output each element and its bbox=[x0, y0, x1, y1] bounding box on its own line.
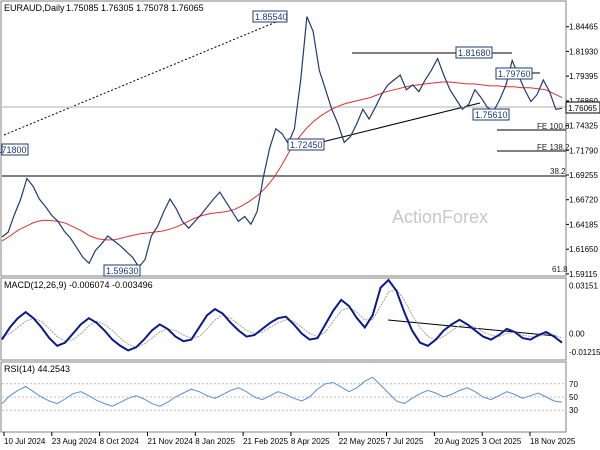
label-recent-low: 1.75610 bbox=[475, 110, 508, 120]
label-fib38: 38.2 bbox=[550, 167, 566, 176]
label-high: 1.85540 bbox=[255, 12, 288, 22]
x-axis: 10 Jul 2024 23 Aug 2024 8 Oct 2024 21 Nov 2… bbox=[3, 432, 576, 446]
label-left-level: 1.71800 bbox=[0, 145, 27, 155]
label-low-box bbox=[103, 264, 141, 277]
rsi-y-tick: 70 bbox=[569, 380, 578, 389]
current-price-tag bbox=[565, 101, 600, 114]
label-left-level-box bbox=[1, 143, 29, 156]
x-tick: 21 Nov 2024 bbox=[148, 437, 194, 446]
current-price-value: 1.76065 bbox=[568, 104, 597, 113]
x-tick: 8 Oct 2024 bbox=[100, 437, 140, 446]
label-mid-high-box bbox=[455, 46, 493, 59]
rsi-line bbox=[1, 376, 563, 407]
trendline-rising bbox=[317, 102, 481, 144]
x-tick: 7 Jul 2025 bbox=[387, 437, 424, 446]
price-grid bbox=[566, 26, 569, 275]
rsi-pane-frame bbox=[0, 361, 567, 433]
rsi-y-tick: 50 bbox=[569, 393, 578, 402]
x-tick: 18 Nov 2025 bbox=[530, 437, 576, 446]
watermark: ActionForex bbox=[392, 207, 488, 227]
price-y-tick: 1.59115 bbox=[569, 270, 598, 279]
macd-y-axis: 0.03151 0.00 -0.01215 bbox=[569, 281, 600, 357]
macd-y-tick: 0.03151 bbox=[569, 281, 598, 290]
macd-pane-frame bbox=[0, 277, 567, 361]
price-line bbox=[1, 16, 563, 269]
x-tick: 22 May 2025 bbox=[339, 437, 386, 446]
chart-header-ohlc: 1.75085 1.76305 1.75078 1.76065 bbox=[66, 3, 204, 13]
rsi-y-axis: 70 50 30 bbox=[569, 380, 578, 415]
price-y-tick: 1.66720 bbox=[569, 196, 598, 205]
price-y-tick: 1.71790 bbox=[569, 146, 598, 155]
macd-header: MACD(12,26,9) -0.006074 -0.003496 bbox=[4, 280, 153, 290]
price-y-tick: 1.76860 bbox=[569, 97, 598, 106]
macd-y-tick: 0.00 bbox=[569, 330, 585, 339]
x-tick: 8 Apr 2025 bbox=[291, 437, 330, 446]
macd-y-tick: -0.01215 bbox=[569, 348, 600, 357]
trendline-dotted bbox=[3, 16, 289, 136]
label-recent-low-box bbox=[472, 108, 510, 121]
label-mid-low-box bbox=[287, 138, 325, 151]
price-y-tick: 1.84465 bbox=[569, 23, 598, 32]
label-recent-high-box bbox=[495, 67, 533, 80]
price-y-tick: 1.74325 bbox=[569, 122, 598, 131]
price-y-tick: 1.69255 bbox=[569, 171, 598, 180]
price-pane-frame bbox=[0, 0, 567, 277]
label-fib61: 61.8 bbox=[552, 265, 568, 274]
rsi-header: RSI(14) 44.2543 bbox=[4, 364, 70, 374]
x-tick: 23 Aug 2024 bbox=[52, 437, 97, 446]
label-mid-high: 1.81680 bbox=[458, 48, 491, 58]
x-tick: 3 Oct 2025 bbox=[482, 437, 522, 446]
price-y-tick: 1.79395 bbox=[569, 72, 598, 81]
price-labels: 1.85540 1.59630 1.71800 1.72450 1.81680 … bbox=[0, 10, 570, 277]
ma-line bbox=[1, 81, 563, 242]
chart-header-symbol: EURAUD,Daily bbox=[4, 3, 65, 13]
macd-line bbox=[1, 278, 563, 352]
rsi-y-tick: 30 bbox=[569, 406, 578, 415]
label-high-box bbox=[252, 10, 288, 23]
price-y-tick: 1.61650 bbox=[569, 245, 598, 254]
price-y-axis: 1.84465 1.81930 1.79395 1.76860 1.74325 1.717… bbox=[569, 23, 598, 279]
label-mid-low: 1.72450 bbox=[290, 140, 323, 150]
label-fe138: FE 138.2 bbox=[537, 143, 570, 152]
price-y-tick: 1.81930 bbox=[569, 47, 598, 56]
x-tick: 21 Feb 2025 bbox=[243, 437, 288, 446]
label-fe100: FE 100.0 bbox=[537, 122, 570, 131]
label-low: 1.59630 bbox=[106, 266, 139, 276]
price-y-tick: 1.64185 bbox=[569, 220, 598, 229]
x-tick: 10 Jul 2024 bbox=[4, 437, 46, 446]
x-tick: 8 Jan 2025 bbox=[195, 437, 235, 446]
x-tick: 20 Aug 2025 bbox=[434, 437, 479, 446]
label-recent-high: 1.79760 bbox=[498, 69, 531, 79]
